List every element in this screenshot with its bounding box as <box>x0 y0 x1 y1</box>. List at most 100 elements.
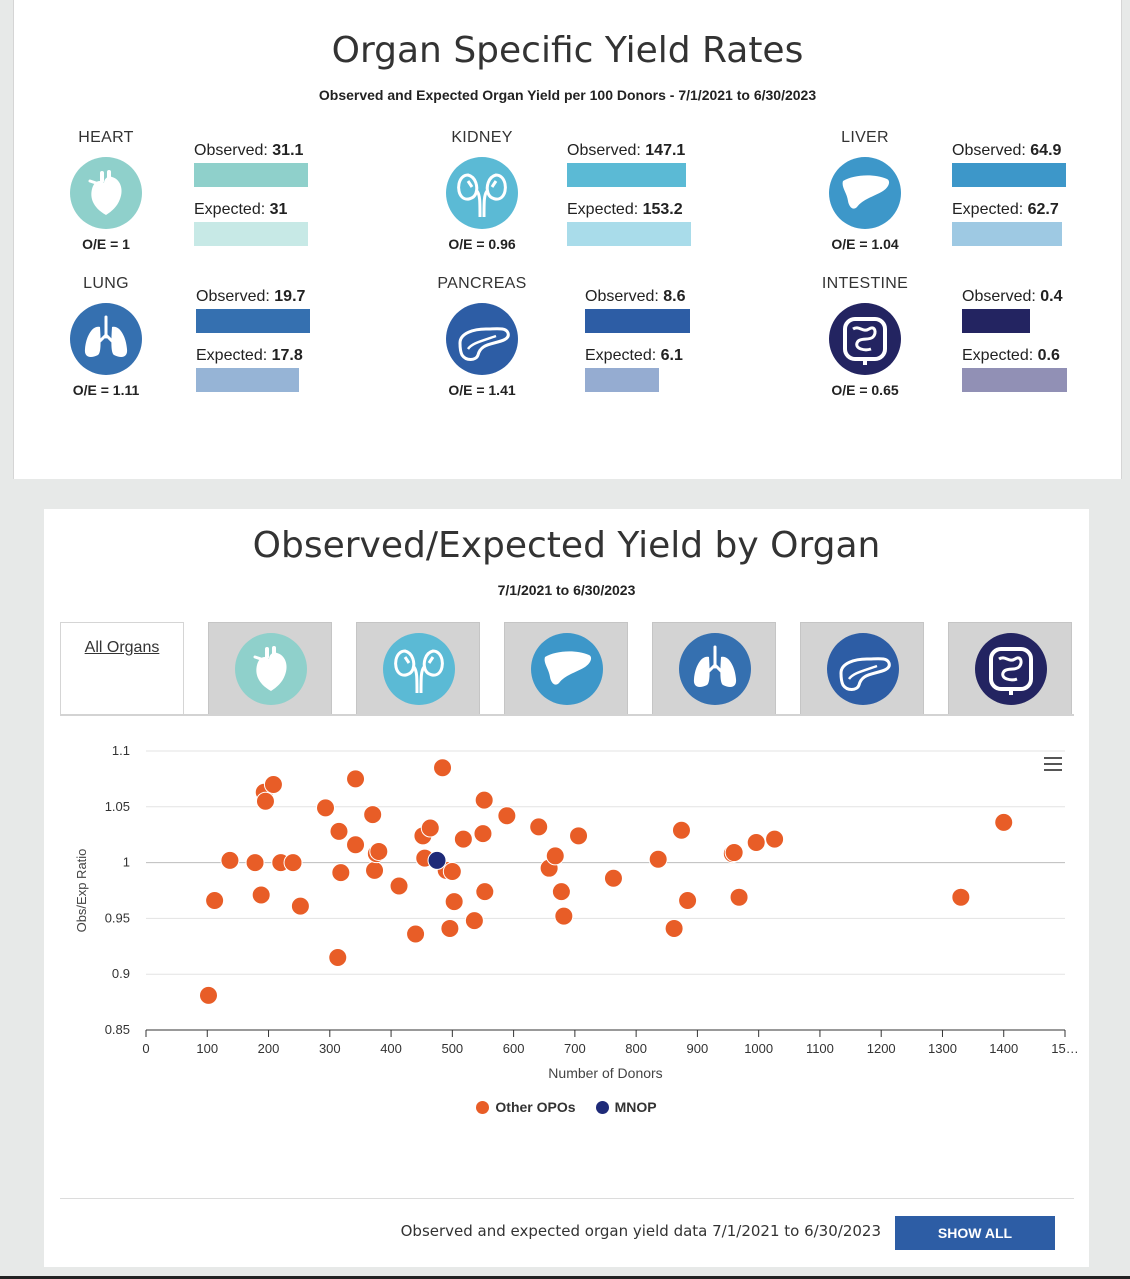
observed-label-liver: Observed: 64.9 <box>952 142 1062 159</box>
show-all-button[interactable]: SHOW ALL <box>895 1216 1055 1250</box>
x-tick-label: 0 <box>142 1041 149 1056</box>
pancreas-icon <box>446 303 518 375</box>
tab-all-organs-label: All Organs <box>84 639 160 656</box>
observed-label-heart: Observed: 31.1 <box>194 142 304 159</box>
y-tick-label: 0.95 <box>105 910 130 925</box>
observed-bar-lung <box>196 309 310 333</box>
x-tick-label: 200 <box>258 1041 280 1056</box>
observed-bar-kidney <box>567 163 686 187</box>
opo-point <box>473 824 493 844</box>
organ-name-pancreas: PANCREAS <box>437 275 527 292</box>
organ-name-kidney: KIDNEY <box>451 129 513 146</box>
expected-bar-kidney <box>567 222 691 246</box>
kidney-icon <box>446 157 518 229</box>
x-tick-label: 900 <box>687 1041 709 1056</box>
footer-divider <box>60 1198 1074 1199</box>
opo-point <box>245 853 265 873</box>
opo-point <box>369 841 389 861</box>
legend-item-0[interactable]: Other OPOs <box>476 1099 576 1115</box>
observed-bar-heart <box>194 163 308 187</box>
x-tick-label: 300 <box>319 1041 341 1056</box>
observed-label-lung: Observed: 19.7 <box>196 288 306 305</box>
opo-point <box>442 862 462 882</box>
oe-chart-panel: Observed/Expected Yield by Organ 7/1/202… <box>44 509 1089 1267</box>
opo-point <box>951 887 971 907</box>
opo-point <box>363 805 383 825</box>
x-tick-label: 15… <box>1051 1041 1078 1056</box>
heart-icon <box>235 633 307 705</box>
expected-bar-lung <box>196 368 299 392</box>
opo-point <box>433 758 453 778</box>
opo-point <box>290 896 310 916</box>
y-tick-label: 0.85 <box>105 1022 130 1037</box>
liver-icon <box>531 633 603 705</box>
opo-point <box>545 846 565 866</box>
expected-label-liver: Expected: 62.7 <box>952 201 1059 218</box>
x-tick-label: 400 <box>380 1041 402 1056</box>
opo-point <box>678 891 698 911</box>
opo-point <box>729 887 749 907</box>
tab-liver[interactable] <box>504 622 628 714</box>
lung-icon <box>70 303 142 375</box>
opo-point <box>994 812 1014 832</box>
opo-point <box>529 817 549 837</box>
tab-pancreas[interactable] <box>800 622 924 714</box>
opo-point <box>205 891 225 911</box>
opo-point <box>464 911 484 931</box>
oe-ratio-pancreas: O/E = 1.41 <box>448 382 516 398</box>
expected-label-heart: Expected: 31 <box>194 201 288 218</box>
legend-marker <box>595 1101 609 1114</box>
oe-scatter-chart: 0.85 0.9 0.95 1 1.05 1.1 0 100 200 300 400 500 600 70… <box>74 743 1079 1081</box>
x-tick-label: 500 <box>441 1041 463 1056</box>
tab-all-organs[interactable]: All Organs <box>60 622 184 714</box>
tab-intestine[interactable] <box>948 622 1072 714</box>
opo-point <box>263 774 283 794</box>
intestine-icon <box>829 303 901 375</box>
opo-point <box>664 918 684 938</box>
footer-text: Observed and expected organ yield data 7… <box>400 1222 881 1240</box>
opo-point <box>329 821 349 841</box>
x-tick-label: 700 <box>564 1041 586 1056</box>
opo-point <box>331 863 351 883</box>
liver-icon <box>829 157 901 229</box>
organ-name-heart: HEART <box>78 129 134 146</box>
legend-label: MNOP <box>614 1099 657 1115</box>
chart-legend: Other OPOs MNOP <box>44 1099 1089 1115</box>
opo-point <box>746 833 766 853</box>
legend-item-1[interactable]: MNOP <box>595 1099 657 1115</box>
opo-point <box>603 868 623 888</box>
opo-point <box>648 849 668 869</box>
expected-bar-liver <box>952 222 1062 246</box>
oe-ratio-heart: O/E = 1 <box>82 236 130 252</box>
observed-bar-intestine <box>962 309 1030 333</box>
opo-point <box>554 906 574 926</box>
opo-point <box>406 924 426 944</box>
oe-ratio-lung: O/E = 1.11 <box>72 382 140 398</box>
opo-point <box>671 820 691 840</box>
opo-point <box>220 850 240 870</box>
mnop-point <box>427 850 447 870</box>
observed-bar-liver <box>952 163 1066 187</box>
opo-point <box>255 791 275 811</box>
expected-bar-heart <box>194 222 308 246</box>
opo-point <box>346 835 366 855</box>
opo-point <box>251 885 271 905</box>
tab-heart[interactable] <box>208 622 332 714</box>
opo-point <box>389 876 409 896</box>
x-axis-title: Number of Donors <box>548 1065 662 1081</box>
opo-point <box>453 829 473 849</box>
opo-point <box>198 985 218 1005</box>
expected-label-lung: Expected: 17.8 <box>196 347 303 364</box>
x-tick-label: 600 <box>503 1041 525 1056</box>
tab-kidney[interactable] <box>356 622 480 714</box>
tab-lung[interactable] <box>652 622 776 714</box>
chart-menu-icon[interactable] <box>1044 757 1062 771</box>
legend-label: Other OPOs <box>495 1099 576 1115</box>
observed-label-pancreas: Observed: 8.6 <box>585 288 686 305</box>
opo-point <box>365 860 385 880</box>
opo-point <box>765 829 785 849</box>
y-tick-label: 0.9 <box>112 966 130 981</box>
y-tick-label: 1.1 <box>112 743 130 758</box>
pancreas-icon <box>827 633 899 705</box>
yield-rates-subtitle: Observed and Expected Organ Yield per 10… <box>318 87 817 103</box>
